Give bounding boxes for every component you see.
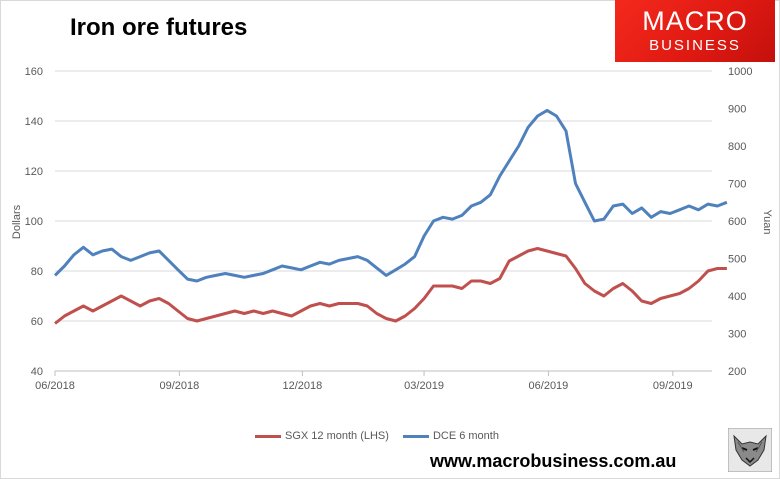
y-tick-label: 80 [31,266,43,278]
legend: SGX 12 month (LHS) DCE 6 month [255,430,499,442]
y2-tick-label: 900 [728,104,746,116]
legend-swatch-dce [402,434,429,438]
y2-tick-label: 200 [728,366,746,378]
y2-tick-label: 600 [728,216,746,228]
y-tick-label: 160 [25,66,43,78]
y2-tick-label: 800 [728,141,746,153]
macrobusiness-logo: MACRO BUSINESS [615,0,775,62]
legend-label-dce: DCE 6 month [432,430,499,442]
legend-label-sgx: SGX 12 month (LHS) [285,430,389,442]
legend-item-dce: DCE 6 month [402,430,499,442]
y2-axis-label: Yuan [761,209,773,234]
y-tick-label: 140 [25,116,43,128]
y-tick-label: 100 [25,216,43,228]
fox-logo-icon [728,428,772,472]
y-axis-label: Dollars [11,204,23,239]
y2-tick-label: 500 [728,254,746,266]
logo-line-2: BUSINESS [649,37,741,54]
axes: 40 60 80 100 120 140 160 200 300 400 500 600 700 800 9… [25,66,753,392]
gridlines [55,70,712,372]
y-tick-label: 60 [31,316,43,328]
x-tick-label: 09/2019 [653,380,693,392]
x-tick-label: 06/2019 [529,380,569,392]
x-tick-label: 09/2018 [159,380,199,392]
legend-item-sgx: SGX 12 month (LHS) [255,430,389,442]
y2-tick-label: 1000 [728,66,752,78]
legend-swatch-sgx [255,434,281,438]
chart-title: Iron ore futures [70,14,248,41]
website-url: www.macrobusiness.com.au [430,451,677,471]
y2-tick-label: 300 [728,329,746,341]
series-line-dce [53,108,728,283]
series-lines [53,108,728,325]
y2-tick-label: 400 [728,291,746,303]
logo-line-1: MACRO [642,6,748,36]
y2-tick-label: 700 [728,179,746,191]
y-tick-label: 120 [25,166,43,178]
x-tick-label: 03/2019 [404,380,444,392]
y-tick-label: 40 [31,366,43,378]
x-tick-label: 12/2018 [283,380,323,392]
x-tick-label: 06/2018 [35,380,75,392]
series-line-sgx [54,247,727,325]
